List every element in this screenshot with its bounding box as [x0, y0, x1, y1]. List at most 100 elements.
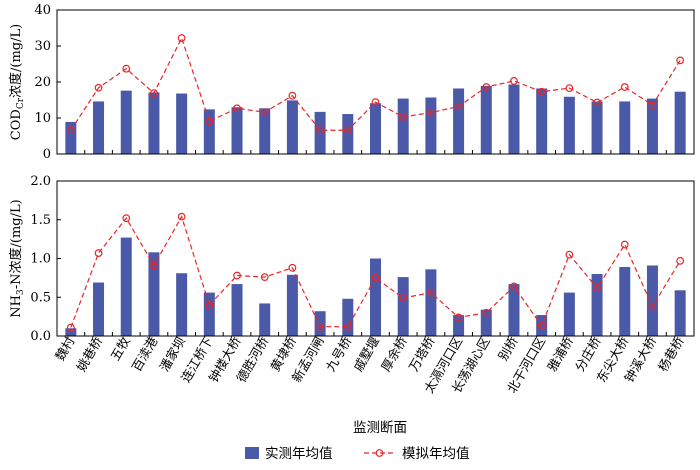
line-point-1-21	[620, 83, 629, 91]
y-tick-label: 1.0	[30, 252, 51, 267]
line-point-2-11	[343, 322, 352, 331]
bar-2-22	[646, 265, 658, 336]
bar-2-9	[286, 274, 298, 336]
line-point-1-4	[150, 89, 158, 98]
bar-2-13	[397, 277, 409, 336]
line-point-2-18	[537, 322, 546, 330]
bar-1-3	[120, 90, 132, 154]
line-point-1-2	[94, 83, 103, 92]
y-tick-label: 20	[34, 75, 51, 90]
bar-1-5	[176, 93, 188, 154]
line-point-1-16	[482, 83, 491, 91]
bar-1-19	[563, 96, 575, 154]
x-tick-label: 五牧	[107, 334, 133, 364]
x-axis-title: 监测断面	[353, 420, 407, 436]
line-point-2-8	[260, 273, 269, 282]
line-point-2-21	[620, 240, 629, 249]
bar-2-5	[176, 273, 188, 336]
bar-1-9	[286, 100, 298, 154]
y-tick-label: 0.5	[30, 290, 51, 305]
bar-1-1	[65, 121, 77, 154]
line-point-1-13	[399, 113, 408, 121]
x-tick-label: 别桥	[495, 334, 521, 364]
line-point-2-17	[510, 282, 518, 291]
bar-1-18	[536, 88, 548, 154]
bar-2-6	[203, 292, 215, 336]
line-point-2-5	[177, 212, 186, 221]
bar-2-11	[342, 298, 354, 336]
bar-1-17	[508, 84, 520, 154]
line-point-1-11	[343, 126, 352, 135]
bar-2-7	[231, 284, 243, 336]
bar-1-7	[231, 107, 243, 154]
line-point-1-18	[537, 87, 546, 96]
line-point-1-9	[288, 91, 297, 100]
line-point-2-1	[66, 323, 75, 332]
bar-1-6	[203, 109, 215, 154]
x-tick-label: 魏村	[52, 334, 78, 364]
line-point-1-3	[122, 64, 131, 73]
bar-1-15	[453, 88, 465, 154]
line-point-1-19	[565, 84, 574, 93]
bar-2-16	[480, 309, 492, 336]
line-point-2-10	[316, 322, 325, 331]
line-point-1-7	[233, 104, 241, 113]
bar-2-8	[259, 303, 271, 336]
line-point-1-23	[676, 56, 685, 65]
bar-1-16	[480, 85, 492, 154]
x-tick-label: 九号桥	[323, 334, 355, 374]
line-point-2-19	[565, 250, 574, 259]
bar-1-13	[397, 98, 409, 154]
bar-2-20	[591, 274, 603, 336]
legend-label-bar: 实测年均值	[265, 446, 333, 462]
y-tick-label: 1.5	[30, 213, 51, 228]
line-point-2-13	[399, 294, 408, 302]
bar-2-23	[674, 290, 686, 336]
bar-2-15	[453, 315, 465, 336]
y-tick-label: 0.0	[30, 329, 51, 344]
line-point-1-12	[371, 98, 380, 107]
bar-2-1	[65, 328, 77, 336]
y-tick-label: 10	[34, 111, 51, 126]
line-point-2-6	[205, 301, 214, 309]
line-point-1-10	[316, 126, 325, 135]
bar-1-2	[93, 101, 105, 154]
line-point-2-12	[371, 273, 380, 282]
panel-1: 0 10 20 30 40 CODCr浓度/(mg/L)	[8, 3, 695, 162]
bar-2-17	[508, 284, 520, 336]
bar-2-3	[120, 237, 132, 336]
legend-swatch-marker	[375, 449, 384, 457]
line-point-2-2	[94, 249, 103, 257]
legend: 实测年均值 模拟年均值	[245, 446, 470, 462]
bar-1-10	[314, 111, 326, 154]
bar-2-2	[93, 282, 105, 336]
bar-1-22	[646, 98, 658, 154]
series-line-2	[70, 215, 681, 328]
line-point-2-14	[426, 288, 435, 297]
y-tick-label: 40	[34, 3, 51, 18]
x-tick-label: 厚余桥	[378, 334, 410, 374]
line-point-1-8	[260, 108, 269, 117]
line-point-1-5	[177, 34, 186, 42]
bar-2-14	[425, 269, 437, 336]
line-point-2-4	[150, 261, 158, 270]
line-point-1-22	[648, 101, 657, 109]
bar-1-4	[148, 92, 160, 154]
line-point-2-7	[233, 271, 241, 280]
line-point-1-14	[426, 108, 435, 117]
line-point-2-16	[482, 308, 491, 317]
x-tick-label: 姚巷桥	[73, 334, 105, 374]
line-point-2-22	[648, 302, 657, 311]
x-tick-label: 杨巷桥	[655, 334, 687, 374]
legend-label-line: 模拟年均值	[402, 446, 470, 462]
line-point-1-15	[454, 102, 463, 111]
bar-2-19	[563, 292, 575, 336]
y-axis-label-1: CODCr浓度/(mg/L)	[8, 24, 26, 140]
line-point-2-3	[122, 214, 131, 223]
y-tick-label: 30	[34, 39, 51, 54]
panel-2: 0.0 0.5 1.0 1.5 2.0 NH3-N浓度/(mg/L)	[8, 174, 695, 344]
bar-1-8	[259, 108, 271, 154]
y-tick-label: 0	[43, 147, 51, 162]
